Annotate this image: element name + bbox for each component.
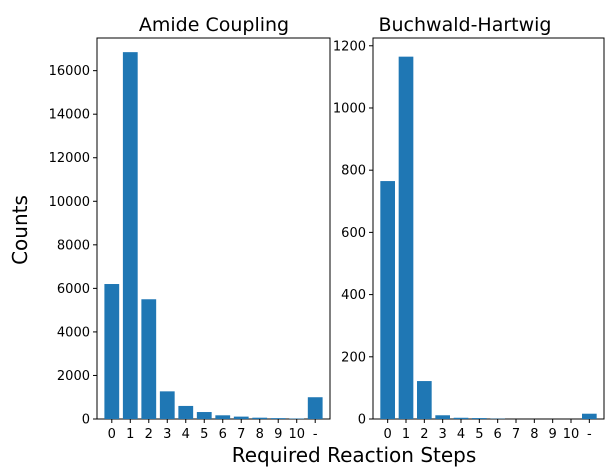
x-tick-label: 8 bbox=[256, 427, 264, 442]
y-tick-label: 4000 bbox=[57, 325, 90, 340]
bar-9 bbox=[270, 418, 286, 419]
y-tick-label: 1200 bbox=[333, 39, 366, 54]
panel-amide-coupling: Amide Coupling 0200040006000800010000120… bbox=[49, 14, 331, 442]
x-tick-label: 4 bbox=[182, 427, 190, 442]
bar-8 bbox=[252, 417, 268, 419]
y-tick-label: 400 bbox=[341, 288, 366, 303]
chart-title: Buchwald-Hartwig bbox=[378, 14, 551, 36]
x-axis-ticks: 0 1 2 3 4 5 6 7 8 9 10- bbox=[108, 419, 318, 442]
y-tick-label: 6000 bbox=[57, 282, 90, 297]
x-tick-label: 9 bbox=[549, 427, 557, 442]
y-tick-label: 8000 bbox=[57, 238, 90, 253]
bar-6 bbox=[215, 415, 231, 419]
bar-5 bbox=[472, 418, 487, 419]
x-tick-label: - bbox=[587, 427, 592, 442]
bar-- bbox=[582, 413, 597, 419]
y-tick-label: 600 bbox=[341, 226, 366, 241]
bar-5 bbox=[196, 412, 212, 419]
x-tick-label: 3 bbox=[439, 427, 447, 442]
y-tick-label: 16000 bbox=[49, 64, 90, 79]
bar-3 bbox=[435, 415, 450, 419]
x-tick-label: 1 bbox=[402, 427, 410, 442]
x-axis-label: Required Reaction Steps bbox=[232, 443, 477, 467]
x-tick-label: 2 bbox=[145, 427, 153, 442]
y-tick-label: 2000 bbox=[57, 369, 90, 384]
bar-- bbox=[307, 397, 323, 419]
x-tick-label: - bbox=[313, 427, 318, 442]
x-tick-label: 7 bbox=[512, 427, 520, 442]
x-tick-label: 10 bbox=[563, 427, 580, 442]
y-tick-label: 14000 bbox=[49, 108, 90, 123]
y-tick-label: 200 bbox=[341, 350, 366, 365]
chart-title: Amide Coupling bbox=[139, 14, 289, 36]
x-tick-label: 5 bbox=[200, 427, 208, 442]
bar-series bbox=[380, 56, 597, 419]
y-axis-ticks: 0 200 400 600 800 1000 1200 bbox=[333, 39, 373, 428]
bar-2 bbox=[417, 381, 432, 419]
y-tick-label: 10000 bbox=[49, 195, 90, 210]
bar-7 bbox=[233, 416, 249, 419]
y-tick-label: 12000 bbox=[49, 151, 90, 166]
x-tick-label: 0 bbox=[108, 427, 116, 442]
panel-buchwald-hartwig: Buchwald-Hartwig 0 200 400 600 800 1000 1200 0… bbox=[333, 14, 605, 442]
plot-frame bbox=[96, 37, 331, 420]
x-tick-label: 1 bbox=[126, 427, 134, 442]
y-tick-label: 0 bbox=[82, 413, 90, 428]
x-tick-label: 2 bbox=[420, 427, 428, 442]
bar-0 bbox=[380, 181, 395, 419]
bar-4 bbox=[453, 417, 469, 419]
bar-4 bbox=[178, 405, 194, 419]
x-tick-label: 4 bbox=[457, 427, 465, 442]
plot-frame bbox=[372, 37, 605, 420]
x-axis-ticks: 0 1 2 3 4 5 6 7 8 9 10- bbox=[384, 419, 592, 442]
y-tick-label: 1000 bbox=[333, 101, 366, 116]
y-tick-label: 0 bbox=[358, 413, 366, 428]
bar-3 bbox=[159, 391, 175, 419]
x-tick-label: 6 bbox=[219, 427, 227, 442]
y-tick-label: 800 bbox=[341, 164, 366, 179]
x-tick-label: 8 bbox=[530, 427, 538, 442]
y-axis-ticks: 0 2000 4000 6000 8000 10000 12000 14000 16000 bbox=[49, 64, 97, 428]
x-tick-label: 0 bbox=[384, 427, 392, 442]
y-axis-label: Counts bbox=[8, 195, 32, 265]
x-tick-label: 7 bbox=[237, 427, 245, 442]
x-tick-label: 9 bbox=[274, 427, 282, 442]
x-tick-label: 3 bbox=[163, 427, 171, 442]
bar-2 bbox=[141, 299, 157, 419]
x-tick-label: 10 bbox=[288, 427, 305, 442]
x-tick-label: 6 bbox=[494, 427, 502, 442]
bar-1 bbox=[398, 56, 414, 419]
x-tick-label: 5 bbox=[475, 427, 483, 442]
bar-1 bbox=[122, 52, 138, 420]
bar-series bbox=[104, 52, 323, 420]
bar-0 bbox=[104, 284, 120, 419]
